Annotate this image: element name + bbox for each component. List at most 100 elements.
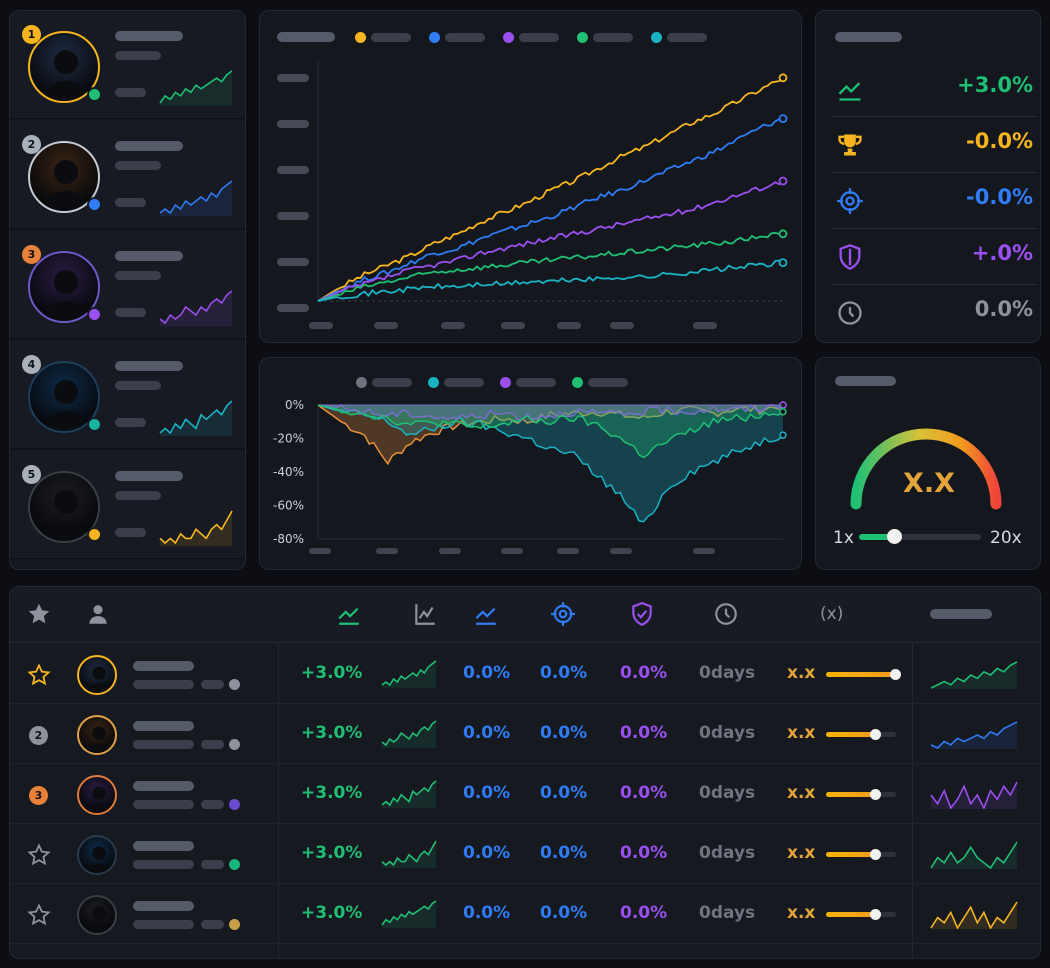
table-row[interactable]: +3.0% 0.0% 0.0% 0.0% 0days x.x [10, 824, 1040, 884]
trader-tag-placeholder [115, 88, 146, 97]
leaderboard-table: (x) +3.0% 0.0% 0.0% 0.0% 0days x.x 2 +3.0% 0.0% 0… [9, 586, 1041, 959]
trader-sparkline [159, 290, 233, 326]
legend-dot [429, 32, 440, 43]
rank-badge: 4 [22, 355, 41, 374]
legend-label-placeholder [593, 33, 633, 42]
series-end-marker[interactable] [779, 407, 787, 416]
x-tick-placeholder [693, 548, 715, 554]
trader-subtitle-placeholder [115, 51, 161, 60]
leverage-bar-knob[interactable] [869, 849, 881, 860]
chart-icon[interactable] [412, 601, 438, 627]
y-tick-label: 0% [285, 398, 304, 412]
trader-card[interactable]: 3 [10, 231, 245, 339]
trader-sparkline [159, 70, 233, 106]
trader-subtitle-placeholder [133, 680, 194, 689]
star-icon[interactable] [27, 903, 51, 927]
sparkline-area [382, 841, 436, 868]
leverage-bar[interactable] [826, 789, 896, 800]
trending-up-icon[interactable] [336, 601, 362, 627]
leverage-bar-knob[interactable] [869, 789, 881, 800]
trader-tag-placeholder [115, 418, 146, 427]
leverage-bar-fill [826, 852, 876, 857]
leverage-bar-knob[interactable] [869, 729, 881, 740]
user-icon[interactable] [85, 601, 111, 627]
avatar[interactable] [28, 31, 100, 103]
series-end-marker[interactable] [778, 73, 788, 83]
legend-label-placeholder [519, 33, 559, 42]
trader-subtitle-placeholder [133, 800, 194, 809]
leverage-bar-knob[interactable] [869, 909, 881, 920]
accuracy-value: 0.0% [540, 723, 588, 743]
leverage-label: x.x [787, 843, 816, 863]
trending-up-blue-icon[interactable] [473, 601, 499, 627]
leverage-bar[interactable] [826, 729, 896, 740]
leverage-bar-knob[interactable] [890, 669, 901, 680]
shield-icon[interactable] [629, 601, 655, 627]
leverage-bar-fill [826, 672, 896, 677]
drawdown-chart-panel: 0% -20% -40% -60% -80% [259, 357, 802, 570]
star-icon[interactable] [27, 843, 51, 867]
status-dot [87, 197, 102, 212]
trader-card[interactable]: 4 [10, 341, 245, 449]
trader-tag-placeholder [115, 198, 146, 207]
leverage-bar[interactable] [826, 909, 896, 920]
x-tick-placeholder [557, 322, 581, 329]
stats-title-placeholder [835, 32, 902, 42]
avatar[interactable] [77, 715, 117, 755]
legend-dot [428, 377, 439, 388]
series-end-marker[interactable] [778, 114, 788, 123]
table-row[interactable]: 2 +3.0% 0.0% 0.0% 0.0% 0days x.x [10, 704, 1040, 764]
person-silhouette-icon [86, 906, 112, 933]
stat-row: +.0% [832, 229, 1037, 285]
leverage-bar[interactable] [826, 669, 901, 680]
leverage-slider-knob[interactable] [887, 529, 903, 544]
series-end-marker[interactable] [778, 176, 788, 186]
star-icon[interactable] [27, 663, 51, 687]
trader-name-placeholder [115, 471, 183, 481]
accuracy-value: 0.0% [540, 663, 588, 683]
leverage-column-header[interactable]: (x) [820, 604, 844, 624]
sparkline-line [930, 781, 1018, 809]
trader-card[interactable]: 2 [10, 121, 245, 229]
person-silhouette-icon [42, 490, 90, 541]
target-icon[interactable] [550, 601, 576, 627]
table-row[interactable]: +3.0% 0.0% 0.0% 0.0% 0days x.x [10, 644, 1040, 704]
stat-row: 0.0% [832, 285, 1037, 341]
trader-name-placeholder [115, 31, 183, 41]
avatar[interactable] [28, 251, 100, 323]
trader-card[interactable]: 1 [10, 11, 245, 119]
sparkline-area [160, 291, 232, 326]
status-dot [229, 859, 240, 870]
return-sparkline [381, 840, 437, 868]
sparkline-line [381, 840, 437, 867]
x-tick-placeholder [501, 548, 523, 554]
series-end-marker[interactable] [778, 229, 788, 239]
return-sparkline [381, 780, 437, 808]
avatar[interactable] [77, 775, 117, 815]
drawdown-series-area [318, 405, 783, 420]
leverage-bar[interactable] [826, 849, 896, 860]
trader-card[interactable]: 5 [10, 451, 245, 559]
series-end-marker[interactable] [778, 258, 788, 268]
trend-sparkline [930, 781, 1018, 809]
trend-column-header-placeholder [930, 609, 992, 619]
sparkline-line [159, 510, 233, 545]
table-row[interactable]: 3 +3.0% 0.0% 0.0% 0.0% 0days x.x [10, 764, 1040, 824]
sparkline-area [160, 511, 232, 546]
x-tick-placeholder [309, 548, 331, 554]
star-icon[interactable] [26, 601, 52, 627]
leverage-bar-fill [826, 732, 876, 737]
leverage-slider-track[interactable] [859, 529, 981, 544]
person-silhouette-icon [42, 270, 90, 321]
avatar[interactable] [77, 835, 117, 875]
return-sparkline [381, 720, 437, 748]
avatar[interactable] [77, 895, 117, 935]
series-end-marker[interactable] [779, 431, 787, 439]
table-row[interactable]: +3.0% 0.0% 0.0% 0.0% 0days x.x [10, 884, 1040, 944]
avatar[interactable] [77, 655, 117, 695]
legend-label-placeholder [372, 378, 412, 387]
win-rate-value: 0.0% [463, 783, 511, 803]
clock-icon[interactable] [713, 601, 739, 627]
sparkline-area [382, 781, 436, 808]
sparkline-line [159, 400, 233, 435]
